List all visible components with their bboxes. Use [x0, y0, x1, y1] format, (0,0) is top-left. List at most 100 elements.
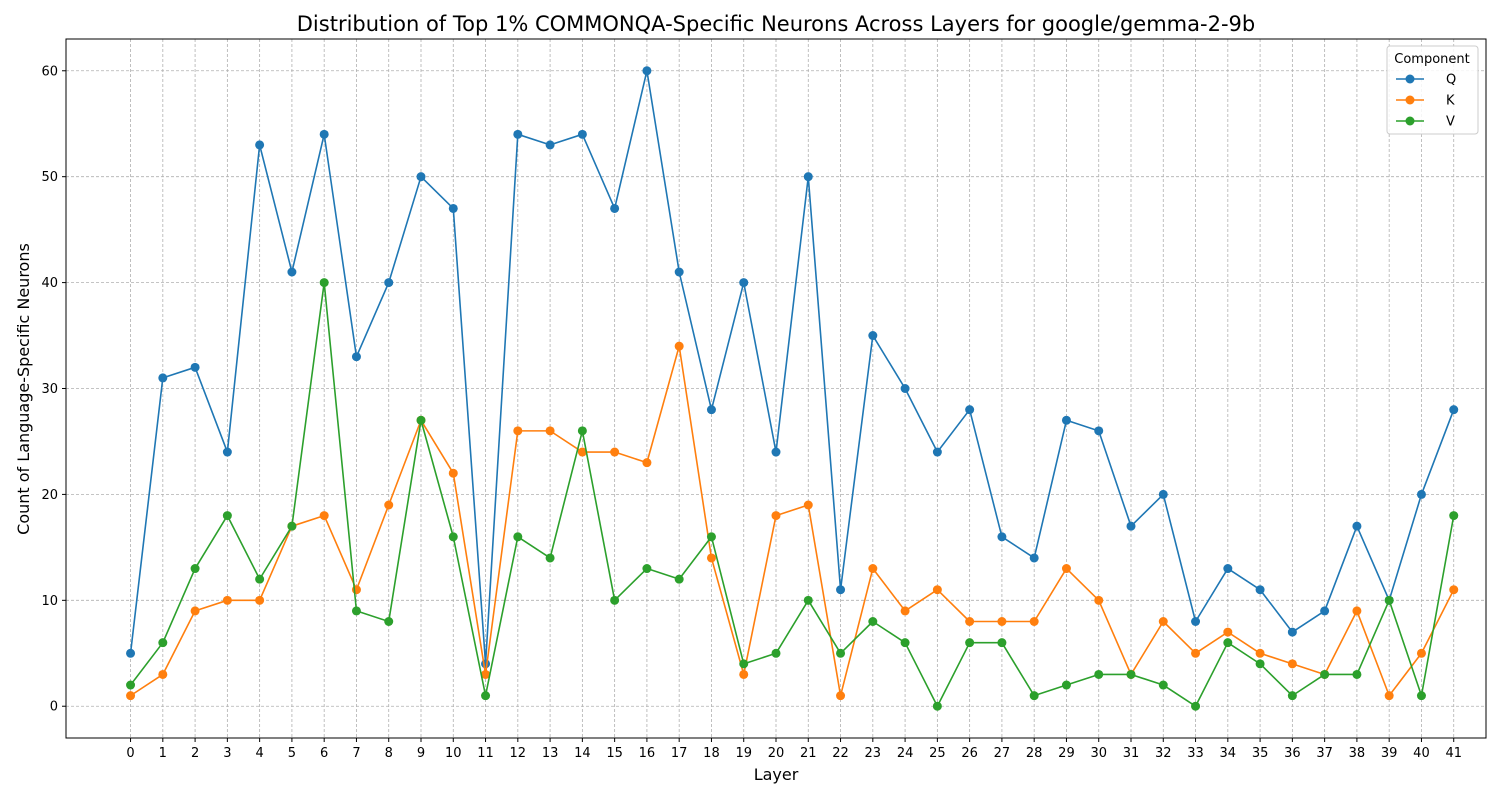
series-v-point	[706, 532, 716, 542]
series-q-point	[1191, 617, 1201, 626]
series-k-point	[868, 564, 878, 574]
series-v-point	[577, 426, 587, 436]
series-k-point	[577, 447, 587, 457]
legend-title: Component	[1394, 52, 1469, 67]
series-v-point	[674, 574, 684, 584]
series-q-point	[1061, 415, 1071, 425]
legend-label-k: K	[1446, 94, 1455, 109]
series-q-point	[190, 362, 200, 372]
x-tick-label: 27	[994, 746, 1011, 761]
series-q-point	[1255, 585, 1265, 595]
series-v-point	[126, 680, 136, 690]
legend-item-q: Q	[1396, 73, 1456, 88]
series-v-point	[997, 638, 1007, 648]
series-v-point	[932, 701, 942, 711]
x-tick-label: 15	[606, 746, 623, 761]
series-k-point	[900, 606, 910, 616]
series-q-point	[1158, 489, 1168, 499]
series-v-point	[1255, 659, 1265, 669]
series-k	[126, 341, 1459, 701]
legend-item-k: K	[1396, 94, 1455, 109]
series-v-point	[771, 648, 781, 658]
series-v-point	[416, 415, 426, 425]
x-tick-label: 2	[191, 746, 199, 761]
x-tick-label: 29	[1058, 746, 1075, 761]
x-tick-label: 4	[255, 746, 263, 761]
series-v-point	[481, 691, 491, 701]
series-q-point	[674, 267, 684, 277]
x-tick-label: 21	[800, 746, 817, 761]
series-v-point	[1191, 701, 1201, 711]
series-q-point	[577, 129, 587, 139]
series-k-point	[126, 691, 136, 701]
series-q-point	[803, 172, 813, 182]
x-tick-label: 5	[288, 746, 296, 761]
series-k-point	[674, 341, 684, 351]
series-v-point	[1287, 691, 1297, 701]
series-q-point	[900, 384, 910, 393]
x-tick-label: 24	[897, 746, 914, 761]
series-k-point	[190, 606, 200, 616]
series-k-point	[706, 553, 716, 563]
series-q-point	[932, 447, 942, 457]
series-q-point	[771, 447, 781, 457]
series-q-point	[255, 140, 265, 150]
series-k-point	[803, 500, 813, 510]
y-tick-label: 50	[41, 170, 58, 185]
x-tick-label: 3	[223, 746, 231, 761]
x-tick-label: 10	[445, 746, 462, 761]
x-tick-label: 1	[159, 746, 167, 761]
series-q-point	[642, 66, 652, 76]
series-v-point	[319, 278, 329, 288]
series-v-point	[900, 638, 910, 648]
series-q-point	[126, 648, 136, 658]
series-q-point	[1094, 426, 1104, 436]
series-k-point	[642, 458, 652, 468]
x-tick-label: 7	[352, 746, 360, 761]
y-tick-label: 30	[41, 382, 58, 397]
series-v-point	[803, 595, 813, 605]
series-k-point	[1287, 659, 1297, 669]
series-q-point	[610, 203, 620, 213]
x-tick-label: 6	[320, 746, 328, 761]
legend-item-v: V	[1396, 115, 1455, 130]
axis-ticks: 0 1 2 3 4 5 6 7 8 9 10 11 12 13 14 15 16 17 18 19 20 21 22 23 24…	[41, 64, 1462, 761]
series-k-point	[513, 426, 523, 436]
series-v-point	[610, 595, 620, 605]
y-tick-label: 0	[50, 700, 58, 715]
x-tick-label: 40	[1413, 746, 1430, 761]
series-q-point	[351, 352, 361, 362]
series-k-point	[1094, 595, 1104, 605]
x-tick-label: 23	[865, 746, 882, 761]
series-k-point	[1158, 617, 1168, 626]
x-tick-label: 30	[1090, 746, 1107, 761]
x-axis-label: Layer	[754, 765, 799, 784]
x-tick-label: 28	[1026, 746, 1043, 761]
legend-marker-k	[1405, 95, 1415, 105]
x-tick-label: 0	[126, 746, 134, 761]
series-k-line	[130, 345, 1455, 697]
series-v-point	[222, 511, 232, 521]
x-tick-label: 9	[417, 746, 425, 761]
x-tick-label: 37	[1316, 746, 1333, 761]
series-v-point	[1094, 669, 1104, 679]
series-q-point	[1287, 627, 1297, 637]
legend-marker-v	[1405, 116, 1415, 126]
series-q-point	[222, 447, 232, 457]
series-k-point	[1191, 648, 1201, 658]
legend-label-q: Q	[1446, 73, 1456, 88]
x-tick-label: 12	[510, 746, 527, 761]
series-q-point	[1449, 405, 1459, 415]
legend-marker-q	[1405, 74, 1415, 84]
series-q-point	[287, 267, 297, 277]
x-tick-label: 33	[1187, 746, 1204, 761]
x-tick-label: 16	[639, 746, 656, 761]
series-k-point	[1384, 691, 1394, 701]
series-q-line	[129, 69, 1455, 665]
x-tick-label: 34	[1220, 746, 1237, 761]
x-tick-label: 35	[1252, 746, 1269, 761]
series-v-point	[384, 617, 394, 626]
series-k-point	[997, 617, 1007, 626]
x-tick-label: 13	[542, 746, 559, 761]
legend-items: QKV	[1396, 73, 1456, 130]
